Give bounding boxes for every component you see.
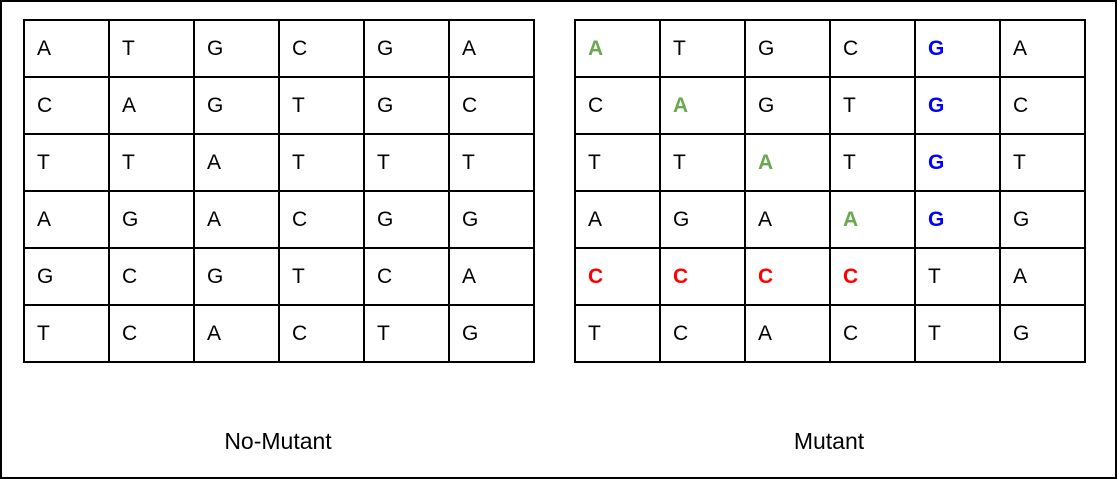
mutant-grid-cell: A (744, 304, 831, 363)
mutant-grid-cell: A (659, 76, 746, 135)
no-mutant-grid-cell: C (108, 247, 195, 306)
no-mutant-grid-cell: T (23, 133, 110, 192)
no-mutant-grid-cell: T (278, 76, 365, 135)
mutant-grid-cell: A (574, 19, 661, 78)
mutant-grid-cell: G (744, 19, 831, 78)
mutant-grid-cell: T (914, 247, 1001, 306)
no-mutant-grid-cell: G (448, 304, 535, 363)
no-mutant-grid-cell: G (193, 76, 280, 135)
no-mutant-grid-cell: A (193, 304, 280, 363)
no-mutant-caption: No-Mutant (224, 428, 332, 454)
mutant-grid-cell: T (659, 133, 746, 192)
no-mutant-grid-cell: A (448, 19, 535, 78)
mutant-grid-cell: T (914, 304, 1001, 363)
no-mutant-grid-cell: G (193, 19, 280, 78)
no-mutant-grid-cell: C (363, 247, 450, 306)
no-mutant-grid-cell: T (108, 19, 195, 78)
mutant-grid-cell: G (744, 76, 831, 135)
mutant-grid-cell: C (829, 247, 916, 306)
no-mutant-grid-cell: A (108, 76, 195, 135)
mutant-grid-cell: G (999, 190, 1086, 249)
mutant-grid-cell: C (659, 304, 746, 363)
mutant-grid-cell: C (659, 247, 746, 306)
no-mutant-grid-cell: G (363, 190, 450, 249)
no-mutant-grid-cell: T (278, 247, 365, 306)
mutant-grid-cell: T (999, 133, 1086, 192)
no-mutant-grid-cell: A (193, 190, 280, 249)
no-mutant-grid-cell: G (23, 247, 110, 306)
no-mutant-grid-cell: A (448, 247, 535, 306)
mutant-grid-cell: C (999, 76, 1086, 135)
no-mutant-grid-cell: C (23, 76, 110, 135)
mutant-caption: Mutant (793, 428, 865, 454)
no-mutant-grid-cell: G (363, 76, 450, 135)
no-mutant-grid-cell: A (193, 133, 280, 192)
mutant-grid-cell: T (829, 76, 916, 135)
no-mutant-grid-cell: C (448, 76, 535, 135)
mutant-grid-cell: G (914, 190, 1001, 249)
mutant-grid-cell: A (574, 190, 661, 249)
no-mutant-grid-cell: T (23, 304, 110, 363)
no-mutant-grid-cell: A (23, 190, 110, 249)
mutant-grid-cell: C (574, 76, 661, 135)
mutant-grid-cell: A (999, 247, 1086, 306)
no-mutant-grid-cell: G (363, 19, 450, 78)
mutant-grid-cell: T (829, 133, 916, 192)
mutant-grid-cell: A (744, 190, 831, 249)
mutant-grid-cell: T (574, 304, 661, 363)
mutant-grid-cell: C (829, 304, 916, 363)
no-mutant-grid-cell: C (278, 19, 365, 78)
mutant-grid-cell: G (999, 304, 1086, 363)
no-mutant-grid-cell: C (278, 304, 365, 363)
mutant-grid-cell: C (829, 19, 916, 78)
mutant-grid-cell: G (914, 19, 1001, 78)
no-mutant-grid-cell: C (278, 190, 365, 249)
no-mutant-grid-cell: T (278, 133, 365, 192)
no-mutant-grid-cell: T (363, 133, 450, 192)
no-mutant-grid-cell: C (108, 304, 195, 363)
no-mutant-grid-cell: A (23, 19, 110, 78)
mutant-grid-cell: A (829, 190, 916, 249)
mutant-grid-cell: C (744, 247, 831, 306)
mutant-grid-cell: A (999, 19, 1086, 78)
no-mutant-grid-cell: T (108, 133, 195, 192)
no-mutant-grid-cell: G (193, 247, 280, 306)
mutant-grid-cell: T (659, 19, 746, 78)
mutant-grid-cell: G (914, 133, 1001, 192)
mutant-grid-cell: A (744, 133, 831, 192)
mutant-grid-cell: G (659, 190, 746, 249)
no-mutant-grid-cell: T (448, 133, 535, 192)
mutant-grid-cell: C (574, 247, 661, 306)
mutant-grid-cell: T (574, 133, 661, 192)
no-mutant-grid-cell: G (108, 190, 195, 249)
mutant-grid-cell: G (914, 76, 1001, 135)
no-mutant-grid-cell: T (363, 304, 450, 363)
no-mutant-grid-cell: G (448, 190, 535, 249)
